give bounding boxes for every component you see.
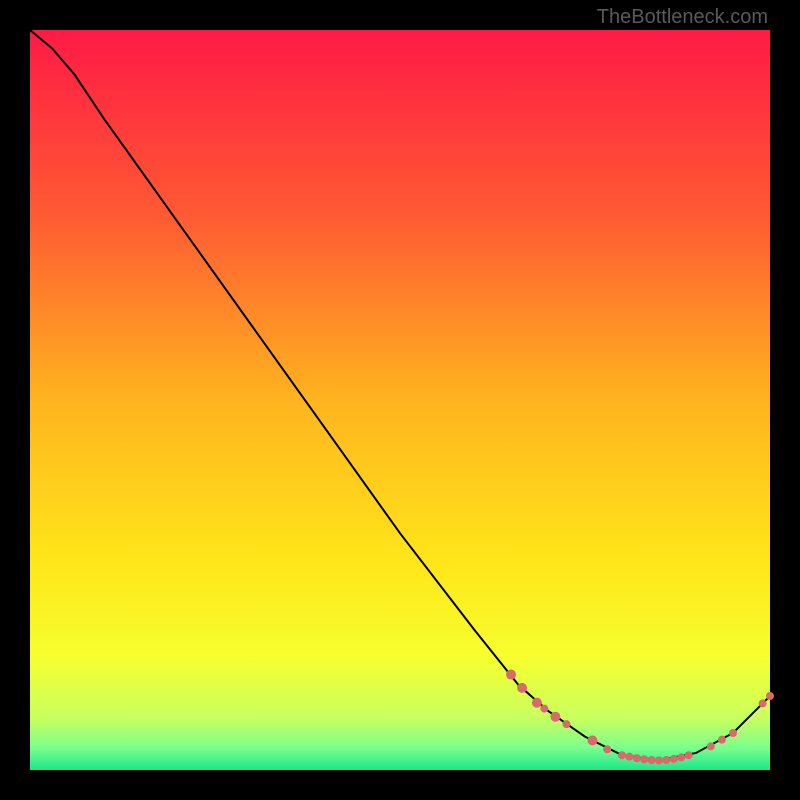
bottleneck-curve-svg — [30, 30, 770, 770]
watermark-text: TheBottleneck.com — [597, 6, 768, 29]
plot-area — [30, 30, 770, 770]
curve-marker — [707, 742, 715, 750]
curve-marker — [718, 736, 726, 744]
curve-markers — [506, 670, 774, 765]
curve-marker — [532, 698, 542, 708]
bottleneck-curve — [30, 30, 770, 760]
curve-marker — [766, 692, 774, 700]
curve-marker — [550, 712, 560, 722]
curve-marker — [648, 756, 656, 764]
curve-marker — [655, 756, 663, 764]
curve-marker — [603, 745, 611, 753]
curve-marker — [587, 735, 597, 745]
curve-marker — [633, 754, 641, 762]
curve-marker — [517, 683, 527, 693]
curve-marker — [563, 720, 571, 728]
curve-marker — [759, 699, 767, 707]
curve-marker — [540, 705, 548, 713]
curve-marker — [729, 729, 737, 737]
curve-marker — [677, 753, 685, 761]
curve-marker — [625, 753, 633, 761]
curve-marker — [618, 751, 626, 759]
curve-marker — [685, 751, 693, 759]
curve-marker — [662, 756, 670, 764]
curve-marker — [670, 755, 678, 763]
curve-marker — [506, 670, 516, 680]
curve-marker — [640, 755, 648, 763]
chart-frame: TheBottleneck.com — [0, 0, 800, 800]
